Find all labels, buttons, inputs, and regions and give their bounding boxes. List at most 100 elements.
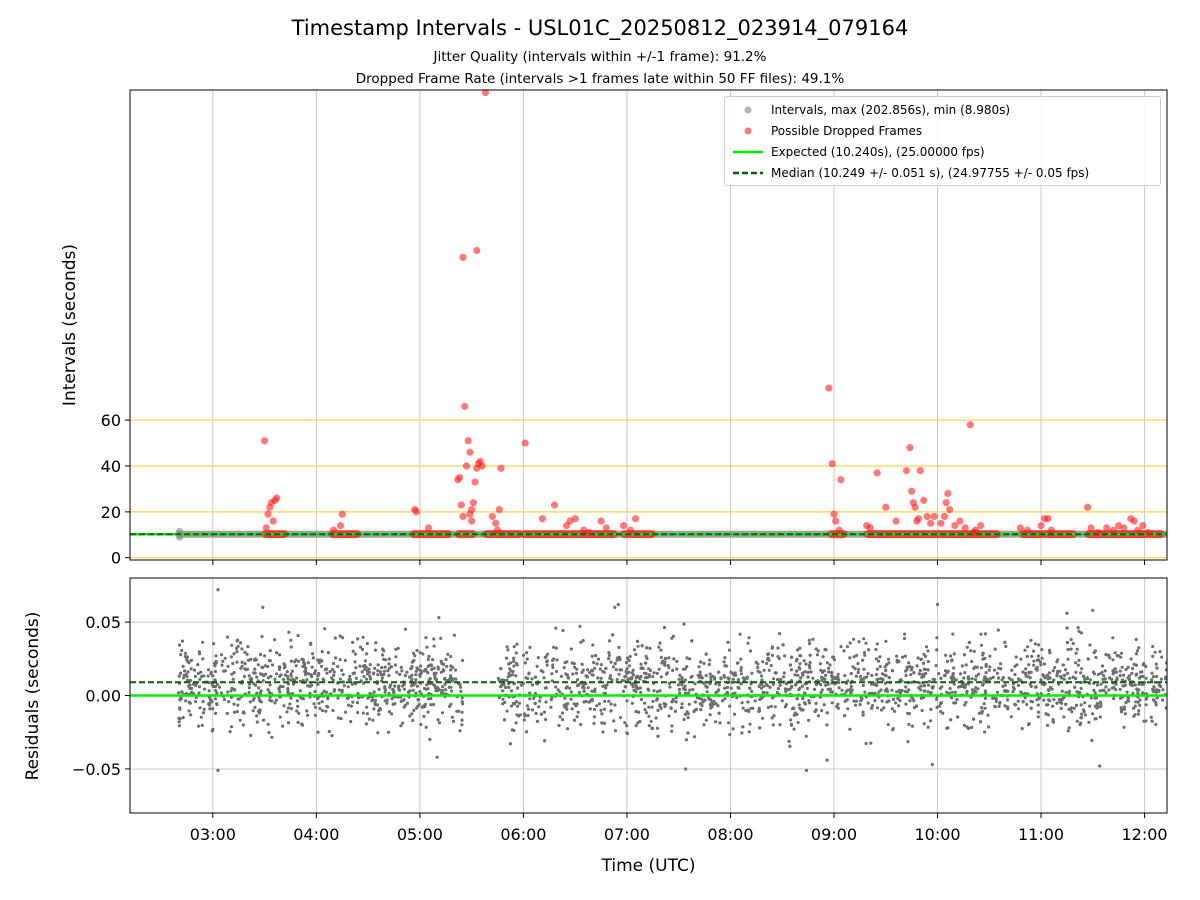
residual-point xyxy=(411,651,416,655)
residual-point xyxy=(183,651,188,656)
residual-point xyxy=(802,659,806,663)
intervals-ylabel: Intervals (seconds) xyxy=(60,244,80,406)
residual-point xyxy=(677,687,682,692)
residual-point xyxy=(576,710,580,714)
residual-point xyxy=(935,697,939,702)
residual-point xyxy=(431,658,435,662)
dropped-point-74 xyxy=(930,512,938,521)
residual-point xyxy=(194,700,198,704)
residual-point xyxy=(285,674,290,678)
dropped-point-30 xyxy=(466,510,474,518)
residual-point xyxy=(444,688,448,692)
residual-point xyxy=(784,689,788,694)
residual-point xyxy=(733,712,737,716)
residual-point xyxy=(439,670,443,674)
residual-point xyxy=(286,677,290,681)
residual-point xyxy=(588,670,592,675)
residual-point xyxy=(1130,671,1134,676)
residual-point xyxy=(1065,626,1069,630)
residual-point xyxy=(274,698,279,702)
dropped-point-54 xyxy=(830,510,838,518)
residual-point xyxy=(1151,675,1155,679)
residual-point xyxy=(920,708,924,713)
dropped-point-35 xyxy=(492,519,500,527)
residual-point xyxy=(187,709,191,713)
residual-point xyxy=(728,704,732,708)
residual-point xyxy=(638,719,642,724)
residual-point xyxy=(775,691,780,695)
intervals-ytick-label-0: 0 xyxy=(111,549,121,568)
dropped-point-64 xyxy=(906,444,914,452)
residual-point xyxy=(382,672,386,677)
residual-point xyxy=(499,667,503,671)
dropped-point-29 xyxy=(468,517,476,525)
residual-point xyxy=(512,664,516,668)
residual-point xyxy=(320,700,324,704)
residual-point xyxy=(849,671,853,676)
residual-point xyxy=(444,657,448,662)
residual-point xyxy=(578,624,582,629)
residual-point xyxy=(312,702,316,706)
residual-point xyxy=(1135,649,1140,653)
dropped-point-4 xyxy=(269,517,277,525)
residual-point xyxy=(825,711,829,715)
dropped-point-80 xyxy=(951,522,959,530)
residual-point xyxy=(1111,636,1115,640)
residual-point xyxy=(945,726,949,730)
residual-point xyxy=(822,703,826,707)
residual-point xyxy=(686,691,691,695)
residual-point xyxy=(837,686,841,690)
residual-point xyxy=(210,729,214,733)
residual-point xyxy=(963,685,967,690)
residual-point xyxy=(592,715,597,719)
residual-point xyxy=(650,705,654,709)
residual-point xyxy=(334,656,338,660)
dropped-point-39 xyxy=(521,439,529,447)
residual-point xyxy=(727,648,732,652)
residual-point xyxy=(257,686,261,690)
residual-point xyxy=(1089,678,1093,682)
residual-point xyxy=(189,658,194,663)
residual-point xyxy=(416,704,420,708)
residual-point xyxy=(376,669,380,673)
residual-point xyxy=(187,700,191,705)
residual-extreme-point-5 xyxy=(683,767,688,771)
residual-extreme-point-14 xyxy=(435,755,439,759)
xtick-label-0700: 07:00 xyxy=(604,825,650,844)
residual-point xyxy=(410,660,414,664)
residual-point xyxy=(927,679,932,684)
residual-point xyxy=(876,659,881,663)
residual-point xyxy=(207,702,211,706)
residual-point xyxy=(909,673,913,677)
residual-point xyxy=(1051,720,1055,724)
residual-point xyxy=(460,710,464,714)
residual-point xyxy=(688,688,692,692)
residual-point xyxy=(722,673,726,678)
residual-point xyxy=(346,685,350,689)
residual-point xyxy=(432,637,436,641)
residual-point xyxy=(953,690,957,694)
residual-point xyxy=(604,686,608,690)
legend-item-median: Median (10.249 +/- 0.051 s), (24.97755 +… xyxy=(725,163,1160,183)
residual-point xyxy=(569,647,574,651)
dropped-point-103 xyxy=(1139,522,1147,530)
legend-label-dropped: Possible Dropped Frames xyxy=(771,124,923,138)
residual-point xyxy=(298,689,302,693)
residual-point xyxy=(1099,682,1103,686)
residual-point xyxy=(389,683,393,687)
residual-point xyxy=(728,733,732,737)
residual-point xyxy=(828,687,832,691)
residual-point xyxy=(422,686,427,691)
residual-point xyxy=(299,696,303,700)
residual-point xyxy=(1078,691,1082,695)
residual-point xyxy=(849,684,853,689)
residual-point xyxy=(552,657,556,661)
residual-point xyxy=(331,661,336,666)
residual-point xyxy=(609,660,613,664)
residual-point xyxy=(361,635,365,639)
residual-point xyxy=(595,704,599,708)
residual-point xyxy=(801,697,805,701)
residual-point xyxy=(789,668,794,672)
residual-point xyxy=(647,714,651,718)
residual-point xyxy=(697,665,701,669)
